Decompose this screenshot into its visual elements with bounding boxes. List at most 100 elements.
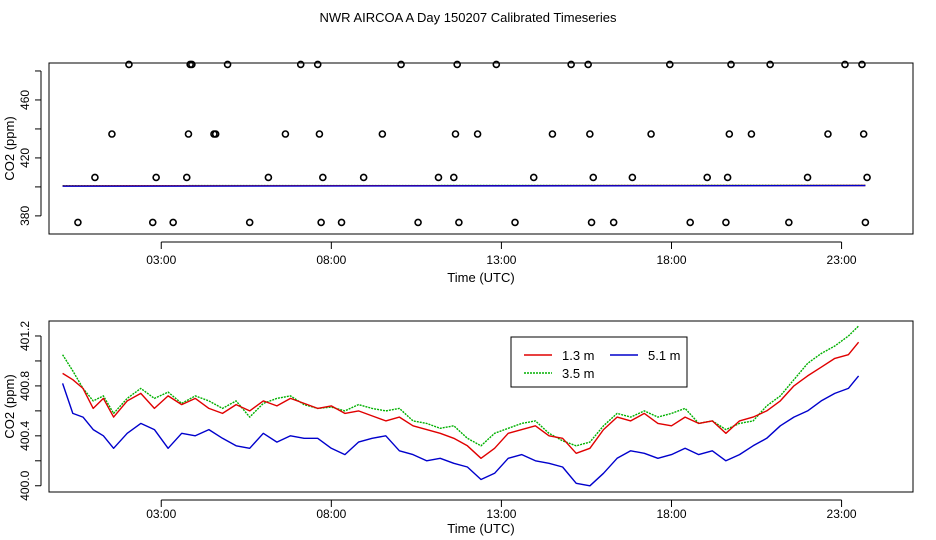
top-calibration-point <box>703 173 712 182</box>
top-calibration-point <box>727 60 735 69</box>
top-calibration-point <box>296 60 305 69</box>
top-calibration-point <box>628 173 637 182</box>
top-calibration-point <box>188 60 196 69</box>
legend-label-3-5m: 3.5 m <box>562 366 595 381</box>
legend-label-5-1m: 5.1 m <box>648 348 681 363</box>
top-series-line-5-1-m <box>62 184 866 187</box>
top-calibration-point <box>91 173 99 182</box>
top-x-axis: 03:00 08:00 13:00 18:00 23:00 <box>146 241 857 267</box>
top-x-tick-label: 13:00 <box>486 253 516 267</box>
top-calibration-point <box>264 173 273 182</box>
bottom-x-axis: 03:00 08:00 13:00 18:00 23:00 <box>146 499 857 521</box>
top-calibration-point <box>529 173 538 182</box>
top-calibration-point <box>803 173 812 182</box>
top-calibration-point <box>858 60 866 69</box>
top-calibration-point <box>148 218 157 227</box>
top-calibration-point <box>317 218 325 227</box>
top-x-tick-label: 18:00 <box>656 253 686 267</box>
top-calibration-point <box>589 173 598 182</box>
top-calibration-point <box>414 218 422 227</box>
bottom-x-tick-label: 08:00 <box>316 507 346 521</box>
top-calibration-point <box>584 60 592 69</box>
top-calibration-point <box>473 130 482 138</box>
top-calibration-point <box>449 173 458 182</box>
bottom-y-axis: 400.0 400.4 400.8 401.2 <box>18 321 42 501</box>
bottom-y-axis-title: CO2 (ppm) <box>2 374 17 438</box>
top-y-tick-label: 380 <box>18 206 32 226</box>
top-calibration-points <box>74 60 871 227</box>
top-calibration-point <box>337 218 346 227</box>
top-x-tick-label: 03:00 <box>146 253 176 267</box>
top-calibration-point <box>434 173 443 182</box>
top-x-tick-label: 08:00 <box>316 253 346 267</box>
top-calibration-point <box>841 60 849 69</box>
top-calibration-point <box>74 218 82 227</box>
top-calibration-point <box>397 60 405 69</box>
top-calibration-point <box>647 130 655 138</box>
top-calibration-point <box>609 218 618 227</box>
top-calibration-point <box>451 130 460 138</box>
top-calibration-point <box>455 218 463 227</box>
top-panel-plot: 03:00 08:00 13:00 18:00 23:00 Time (UTC) 380 42… <box>2 60 914 285</box>
top-calibration-point <box>567 60 575 69</box>
top-calibration-point <box>359 173 368 182</box>
top-calibration-point <box>766 60 774 69</box>
top-y-tick-label: 460 <box>18 90 32 110</box>
bottom-y-tick-label: 400.8 <box>18 371 32 401</box>
top-calibration-point <box>723 173 732 182</box>
top-calibration-point <box>245 218 254 227</box>
top-calibration-point <box>453 60 461 69</box>
top-x-tick-label: 23:00 <box>827 253 857 267</box>
bottom-x-tick-label: 13:00 <box>486 507 516 521</box>
top-calibration-point <box>686 218 694 227</box>
bottom-x-axis-title: Time (UTC) <box>447 521 514 536</box>
bottom-x-tick-label: 18:00 <box>656 507 686 521</box>
top-calibration-point <box>747 130 756 138</box>
bottom-x-tick-label: 23:00 <box>827 507 857 521</box>
top-y-tick-label: 420 <box>18 148 32 168</box>
bottom-series-line-1-3-m <box>62 341 860 459</box>
top-calibration-point <box>315 130 324 138</box>
bottom-panel-plot: 03:00 08:00 13:00 18:00 23:00 Time (UTC) 400.0… <box>2 320 914 536</box>
legend-label-1-3m: 1.3 m <box>562 348 595 363</box>
top-calibration-point <box>169 218 177 227</box>
top-calibration-point <box>785 218 793 227</box>
legend: 1.3 m 3.5 m 5.1 m <box>510 336 688 388</box>
legend-box <box>510 336 688 388</box>
top-y-axis-title: CO2 (ppm) <box>2 116 17 180</box>
top-y-axis: 380 420 460 <box>18 70 42 226</box>
top-calibration-point <box>125 60 133 69</box>
top-calibration-point <box>863 173 871 182</box>
top-calibration-point <box>861 218 870 227</box>
top-calibration-point <box>859 130 868 138</box>
top-x-axis-title: Time (UTC) <box>447 270 514 285</box>
top-calibration-point <box>281 130 290 138</box>
top-calibration-point <box>319 173 327 182</box>
top-calibration-point <box>211 130 220 138</box>
top-calibration-point <box>313 60 322 69</box>
top-calibration-point <box>152 173 160 182</box>
bottom-series-line-3-5-m <box>62 325 860 447</box>
top-calibration-point <box>665 60 674 69</box>
top-calibration-point <box>587 218 596 227</box>
top-calibration-point <box>492 60 501 69</box>
top-plot-frame <box>48 62 914 235</box>
bottom-x-tick-label: 03:00 <box>146 507 176 521</box>
top-calibration-point <box>378 130 387 138</box>
figure-title: NWR AIRCOA A Day 150207 Calibrated Times… <box>320 10 617 25</box>
top-calibration-point <box>722 218 730 227</box>
bottom-series-line-5-1-m <box>61 375 860 487</box>
bottom-y-tick-label: 401.2 <box>18 321 32 351</box>
bottom-y-tick-label: 400.0 <box>18 470 32 500</box>
top-calibration-point <box>182 173 191 182</box>
bottom-plot-frame <box>48 320 914 493</box>
top-calibration-point <box>586 130 594 138</box>
top-calibration-point <box>725 130 734 138</box>
top-calibration-point <box>223 60 232 69</box>
top-calibration-point <box>108 130 116 138</box>
bottom-y-tick-label: 400.4 <box>18 420 32 450</box>
top-calibration-point <box>548 130 557 138</box>
top-calibration-point <box>824 130 832 138</box>
top-calibration-point <box>184 130 193 138</box>
